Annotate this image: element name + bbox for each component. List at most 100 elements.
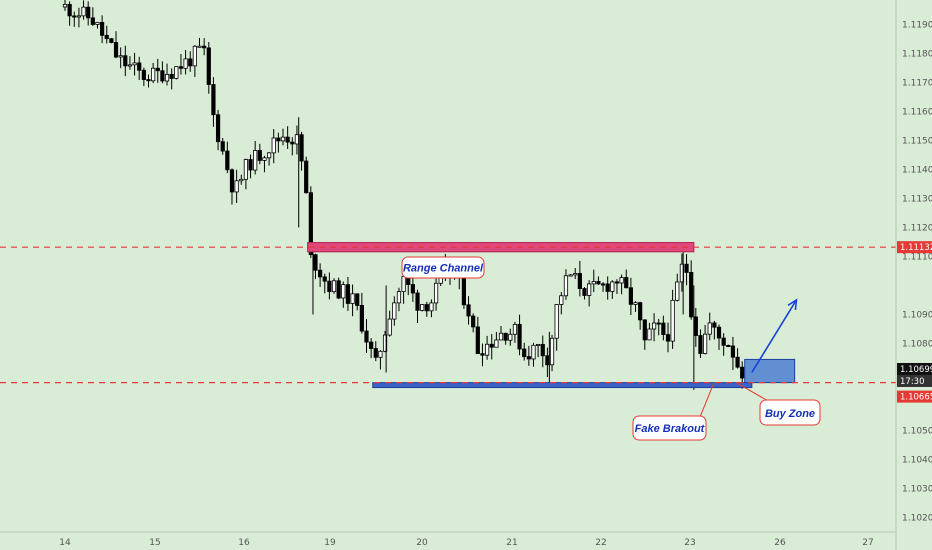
candle-body (178, 66, 184, 69)
price-tick-label: 1.11600 (902, 107, 932, 117)
candle-body (234, 180, 239, 193)
price-tick-label: 1.10300 (902, 484, 932, 494)
candle-body (100, 21, 105, 36)
candle-body (81, 6, 86, 17)
candle-body (665, 334, 671, 342)
price-tick-label: 1.10500 (902, 426, 932, 436)
candle-body (285, 136, 290, 143)
candle-body (229, 169, 235, 193)
candle-body (95, 21, 100, 25)
candle-body (271, 137, 276, 154)
candle-body (160, 70, 165, 82)
candle-body (164, 73, 170, 82)
candle-body (647, 328, 652, 341)
candle-body (109, 38, 114, 43)
candle-body (90, 17, 95, 25)
candle-body (169, 73, 174, 79)
candle-body (619, 277, 624, 284)
candle-body (127, 64, 133, 67)
candle-body (364, 330, 369, 343)
callouts-layer: Range Channel Fake Brakout Buy Zone (401, 256, 821, 441)
candle-body (318, 269, 323, 278)
price-tags: 1.11132 1.10699 17:30 1.10665 (897, 241, 932, 403)
price-tick-label: 1.11300 (902, 194, 932, 204)
candle-body (401, 276, 406, 293)
candle-body (540, 343, 545, 357)
candle-body (118, 55, 123, 58)
candle-body (587, 283, 592, 296)
candle-body (183, 58, 188, 69)
candle-body (484, 343, 490, 356)
candle-body (396, 291, 402, 304)
time-tick-label: 16 (238, 538, 250, 548)
candle-body (248, 159, 253, 171)
price-tick-label: 1.10200 (902, 513, 932, 523)
candle-body (304, 160, 309, 194)
candle-body (503, 332, 508, 341)
candle-body (693, 316, 698, 336)
price-tick-label: 1.11700 (902, 78, 932, 88)
candle-body (345, 284, 351, 304)
candle-body (494, 339, 499, 348)
time-tick-label: 15 (149, 538, 160, 548)
candle-body (480, 353, 485, 356)
candle-body (689, 271, 694, 318)
candle-body (331, 280, 337, 293)
candle-body (266, 152, 272, 159)
candle-body (336, 280, 341, 299)
candle-body (628, 287, 633, 305)
price-tick-label: 1.11100 (902, 252, 932, 262)
time-tick-label: 14 (59, 538, 71, 548)
resistance-price-tag: 1.11132 (900, 243, 932, 253)
candle-body (202, 45, 207, 49)
candle-body (549, 337, 555, 366)
price-axis: 1.11900 1.11800 1.11700 1.11600 1.11500 1.114… (902, 20, 932, 523)
range-channel-callout (401, 256, 485, 279)
candle-body (294, 134, 300, 145)
candle-body (378, 350, 383, 358)
candle-body (220, 141, 225, 152)
candle-body (104, 34, 109, 40)
candle-body (573, 273, 578, 276)
candle-body (341, 284, 346, 299)
price-tick-label: 1.11800 (902, 49, 932, 59)
candle-body (740, 366, 745, 379)
candle-body (141, 69, 146, 80)
time-tick-label: 23 (684, 538, 695, 548)
support-price-tag: 1.10665 (900, 393, 932, 403)
candle-body (276, 137, 281, 142)
candle-body (614, 281, 620, 284)
candle-body (735, 356, 740, 368)
candle-body (684, 263, 689, 273)
candle-body (591, 281, 596, 285)
candle-body (600, 283, 606, 286)
candle-body (155, 67, 160, 72)
candle-body (369, 341, 374, 349)
countdown-tag: 17:30 (900, 377, 925, 387)
time-axis: 14 15 16 19 20 21 22 23 26 27 (59, 538, 873, 548)
candle-body (86, 6, 91, 19)
time-tick-label: 20 (416, 538, 428, 548)
buy-zone-callout (759, 399, 821, 426)
candle-body (192, 45, 197, 67)
candle-body (151, 67, 156, 82)
candle-body (730, 345, 736, 358)
price-tick-label: 1.10400 (902, 455, 932, 465)
candle-body (512, 324, 518, 335)
candle-body (72, 15, 77, 18)
time-tick-label: 27 (862, 538, 873, 548)
candle-body (113, 42, 119, 58)
candle-body (707, 322, 712, 335)
candle-body (536, 343, 541, 346)
candle-body (415, 292, 420, 311)
candle-body (392, 302, 397, 320)
current-price-tag: 1.10699 (900, 365, 932, 375)
candle-body (359, 305, 364, 332)
candle-body (526, 356, 531, 360)
candle-body (716, 326, 722, 339)
candle-body (299, 134, 304, 162)
candle-body (642, 319, 647, 341)
candle-body (308, 192, 313, 256)
time-tick-label: 19 (324, 538, 336, 548)
